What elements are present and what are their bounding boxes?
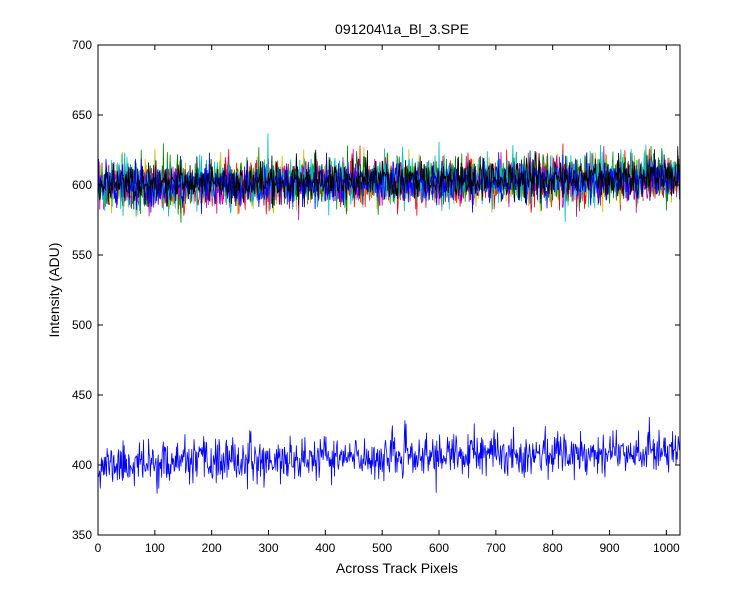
series-layer	[98, 133, 680, 494]
x-tick-label: 300	[258, 541, 278, 555]
y-tick-label: 450	[72, 388, 92, 402]
y-tick-label: 650	[72, 108, 92, 122]
x-tick-label: 100	[145, 541, 165, 555]
x-tick-label: 400	[315, 541, 335, 555]
y-tick-label: 550	[72, 248, 92, 262]
x-tick-label: 900	[600, 541, 620, 555]
y-tick-label: 350	[72, 528, 92, 542]
y-tick-label: 700	[72, 38, 92, 52]
plot-frame	[97, 44, 681, 536]
x-tick-label: 0	[95, 541, 102, 555]
x-tick-label: 500	[372, 541, 392, 555]
series-line-1	[98, 416, 680, 494]
x-tick-label: 600	[429, 541, 449, 555]
x-tick-label: 1000	[653, 541, 680, 555]
chart-title: 091204\1a_Bl_3.SPE	[335, 21, 469, 37]
x-tick-label: 800	[543, 541, 563, 555]
y-tick-label: 600	[72, 178, 92, 192]
x-axis-label: Across Track Pixels	[336, 560, 458, 576]
x-tick-label: 700	[486, 541, 506, 555]
tick-layer: 0 100 200 300 400 500 600 700 800 900 1000 350 400 45…	[72, 38, 680, 555]
y-tick-label: 400	[72, 458, 92, 472]
y-axis-label: Intensity (ADU)	[46, 243, 62, 338]
series-line-8	[98, 146, 680, 209]
x-tick-label: 200	[202, 541, 222, 555]
y-tick-label: 500	[72, 318, 92, 332]
